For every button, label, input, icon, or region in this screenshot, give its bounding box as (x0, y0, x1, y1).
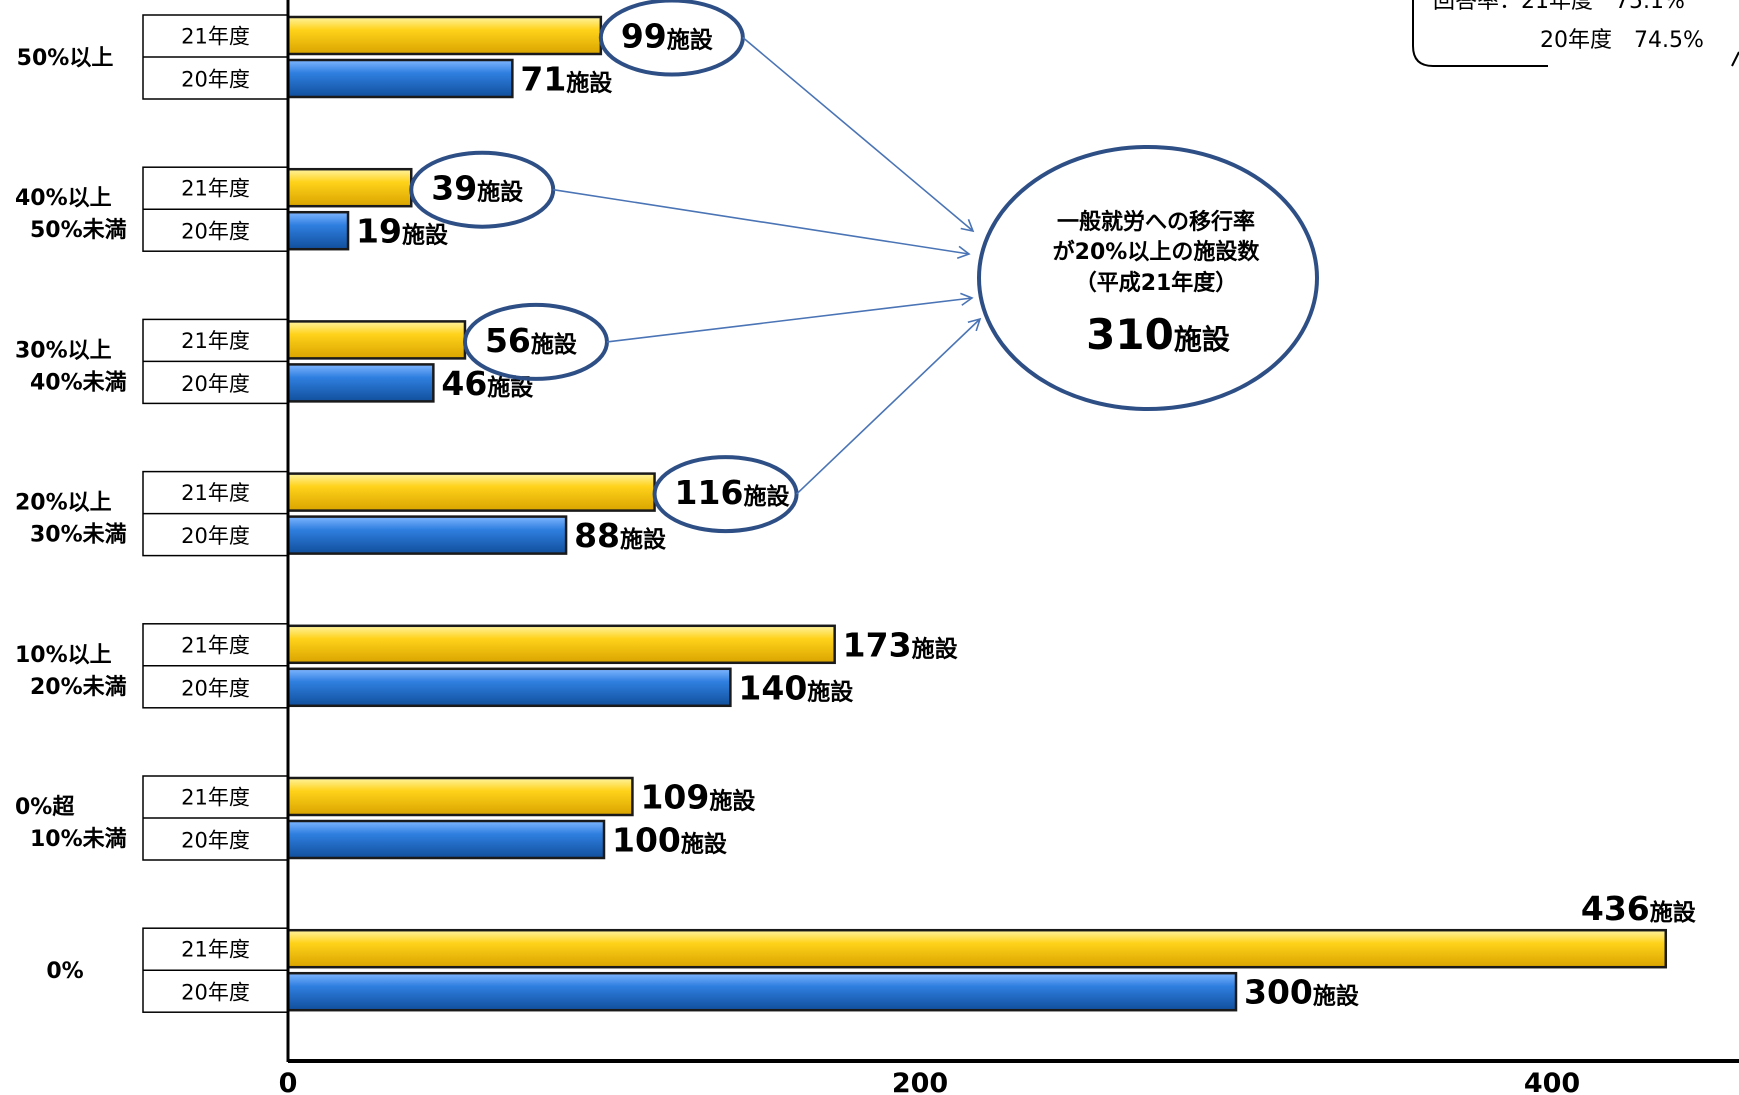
series-year-label: 21年度 (181, 177, 250, 201)
bar-20 (286, 363, 435, 403)
axes (286, 0, 1739, 1063)
bar-value-label: 300施設 (1244, 973, 1360, 1012)
series-year-label: 21年度 (181, 786, 250, 810)
series-year-label: 21年度 (181, 481, 250, 505)
series-year-label: 20年度 (181, 220, 250, 244)
series-year-label: 21年度 (181, 329, 250, 353)
series-year-label: 20年度 (181, 372, 250, 396)
bars (286, 15, 1668, 1012)
series-year-label: 20年度 (181, 68, 250, 92)
bar-21 (286, 167, 413, 208)
bar-value-label: 39施設 (431, 169, 524, 208)
highlight-annotations (409, 0, 982, 534)
bar-20 (286, 819, 606, 860)
category-label: 40%以上 50%未満 (15, 186, 127, 243)
highlight-arrow (796, 317, 982, 495)
callout-line2: が20%以上の施設数 (1053, 239, 1261, 265)
series-year-label: 20年度 (181, 829, 250, 853)
bar-20 (286, 667, 732, 708)
x-tick-label: 200 (892, 1068, 948, 1095)
callout-line3: （平成21年度） (1075, 270, 1238, 296)
bar-21 (286, 320, 467, 360)
series-year-label: 21年度 (181, 25, 250, 49)
x-tick-label: 0 (279, 1068, 298, 1095)
bar-value-label: 71施設 (520, 60, 613, 99)
bar-21 (286, 472, 656, 512)
callout-total: 310施設 (1086, 310, 1231, 359)
highlight-arrow (742, 36, 975, 233)
highlight-arrow (553, 188, 971, 260)
series-year-label: 21年度 (181, 938, 250, 962)
bar-21 (286, 624, 836, 665)
bar-value-label: 88施設 (574, 516, 667, 555)
series-year-label: 20年度 (181, 981, 250, 1005)
bar-value-label: 19施設 (356, 212, 449, 251)
value-labels: 99施設71施設39施設19施設56施設46施設116施設88施設173施設14… (356, 17, 1697, 1012)
callout-line1: 一般就労への移行率 (1057, 209, 1255, 235)
category-label: 50%以上 (17, 46, 114, 71)
bar-20 (286, 515, 568, 555)
series-year-label: 20年度 (181, 524, 250, 548)
bar-value-label: 116施設 (675, 473, 791, 512)
bar-21 (286, 928, 1668, 969)
series-year-label: 20年度 (181, 676, 250, 700)
x-axis-ticks: 0 200 400 (279, 1068, 1581, 1095)
category-label: 30%以上 40%未満 (15, 338, 127, 395)
bar-value-label: 99施設 (621, 17, 714, 56)
x-tick-label: 400 (1524, 1068, 1580, 1095)
bar-value-label: 173施設 (843, 625, 959, 664)
response-rate-note: 回答率：21年度 75.1% 20年度 74.5% (1412, 0, 1739, 67)
bar-value-label: 140施設 (738, 668, 854, 707)
category-table: 50%以上 21年度 20年度 40%以上 50%未満 21年度 20年度 30%以上 40%未… (15, 14, 289, 1013)
category-label: 0%超 10%未満 (15, 795, 127, 852)
response-rate-line2: 20年度 74.5% (1540, 28, 1704, 53)
callout-circle (977, 145, 1319, 411)
series-year-label: 21年度 (181, 633, 250, 657)
bar-20 (286, 58, 514, 99)
bar-21 (286, 776, 634, 817)
summary-callout: 一般就労への移行率 が20%以上の施設数 （平成21年度） 310施設 (977, 145, 1319, 411)
bar-value-label: 100施設 (612, 821, 728, 860)
callout-total-unit: 施設 (1174, 323, 1231, 356)
category-label: 10%以上 20%未満 (15, 643, 127, 700)
bar-20 (286, 210, 350, 251)
callout-total-number: 310 (1086, 310, 1174, 359)
category-label: 20%以上 30%未満 (15, 491, 127, 548)
bar-20 (286, 971, 1238, 1012)
bar-21 (286, 15, 603, 56)
response-rate-line1: 回答率：21年度 75.1% (1433, 0, 1685, 14)
bar-value-label: 109施設 (640, 778, 756, 817)
bar-value-label: 436施設 (1581, 889, 1697, 928)
bar-value-label: 56施設 (485, 321, 578, 360)
category-label: 0% (46, 959, 83, 984)
highlight-arrow (606, 292, 974, 343)
